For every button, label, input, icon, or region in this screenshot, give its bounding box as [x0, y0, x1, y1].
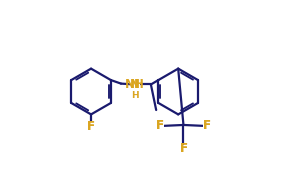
Text: F: F: [156, 119, 164, 132]
FancyBboxPatch shape: [87, 123, 95, 131]
Text: N: N: [130, 78, 140, 91]
Text: F: F: [156, 119, 164, 132]
Text: F: F: [179, 142, 188, 155]
Text: F: F: [87, 120, 95, 133]
FancyBboxPatch shape: [180, 145, 188, 153]
Text: F: F: [203, 119, 211, 132]
FancyBboxPatch shape: [130, 78, 140, 91]
Text: F: F: [87, 120, 95, 133]
Text: H: H: [131, 90, 139, 100]
Text: NH: NH: [125, 78, 145, 91]
FancyBboxPatch shape: [203, 122, 211, 130]
Text: F: F: [203, 119, 211, 132]
Text: F: F: [179, 142, 188, 155]
FancyBboxPatch shape: [156, 122, 164, 130]
